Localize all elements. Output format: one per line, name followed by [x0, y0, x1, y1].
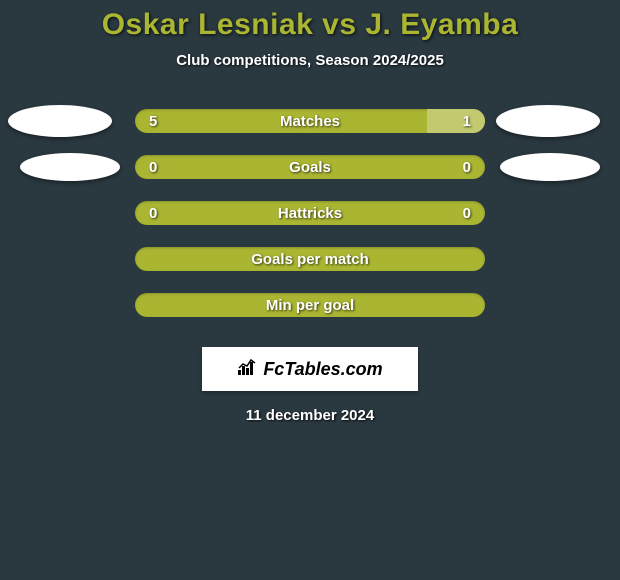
metric-label: Matches: [280, 113, 340, 130]
metric-label: Hattricks: [278, 205, 342, 222]
metric-row: 0 0 Hattricks: [0, 201, 620, 225]
player-left-avatar-shadow: [20, 153, 120, 181]
metric-bar: 0 0 Goals: [135, 155, 485, 179]
metric-bar: 0 0 Hattricks: [135, 201, 485, 225]
comparison-card: Oskar Lesniak vs J. Eyamba Club competit…: [0, 0, 620, 424]
metric-row: 5 1 Matches: [0, 109, 620, 133]
player-right-avatar-shadow: [500, 153, 600, 181]
value-right: 0: [463, 205, 471, 222]
metric-label: Goals: [289, 159, 331, 176]
metric-row: 0 0 Goals: [0, 155, 620, 179]
metric-bar: Min per goal: [135, 293, 485, 317]
subtitle: Club competitions, Season 2024/2025: [0, 52, 620, 69]
metric-label: Goals per match: [251, 251, 369, 268]
page-title: Oskar Lesniak vs J. Eyamba: [0, 8, 620, 42]
value-left: 0: [149, 159, 157, 176]
bar-segment-right: [427, 109, 485, 133]
chart-icon: [237, 358, 259, 381]
metric-label: Min per goal: [266, 297, 354, 314]
value-right: 1: [463, 113, 471, 130]
metric-rows: 5 1 Matches 0 0 Goals 0 0 Hattricks Goals per mat…: [0, 109, 620, 317]
metric-bar: 5 1 Matches: [135, 109, 485, 133]
metric-row: Goals per match: [0, 247, 620, 271]
logo-box[interactable]: FcTables.com: [202, 347, 418, 391]
logo-text: FcTables.com: [263, 359, 382, 380]
player-right-avatar: [496, 105, 600, 137]
date-label: 11 december 2024: [0, 407, 620, 424]
value-left: 5: [149, 113, 157, 130]
value-left: 0: [149, 205, 157, 222]
metric-bar: Goals per match: [135, 247, 485, 271]
player-left-avatar: [8, 105, 112, 137]
metric-row: Min per goal: [0, 293, 620, 317]
value-right: 0: [463, 159, 471, 176]
